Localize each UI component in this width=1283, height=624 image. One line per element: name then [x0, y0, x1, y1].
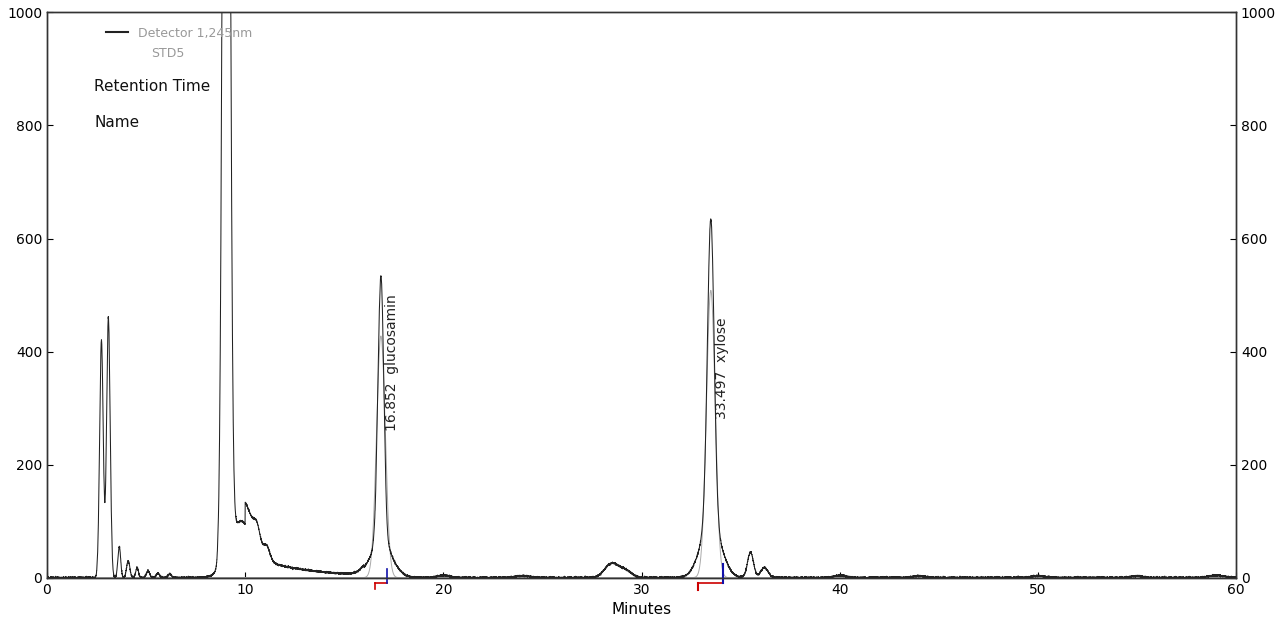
Legend: Detector 1,245nm: Detector 1,245nm	[101, 21, 258, 44]
Text: 33.497  xylose: 33.497 xylose	[715, 318, 729, 419]
Text: Name: Name	[95, 115, 140, 130]
Text: 16.852  glucosamin: 16.852 glucosamin	[385, 294, 399, 431]
X-axis label: Minutes: Minutes	[612, 602, 671, 617]
Text: STD5: STD5	[151, 47, 185, 61]
Text: Retention Time: Retention Time	[95, 79, 210, 94]
